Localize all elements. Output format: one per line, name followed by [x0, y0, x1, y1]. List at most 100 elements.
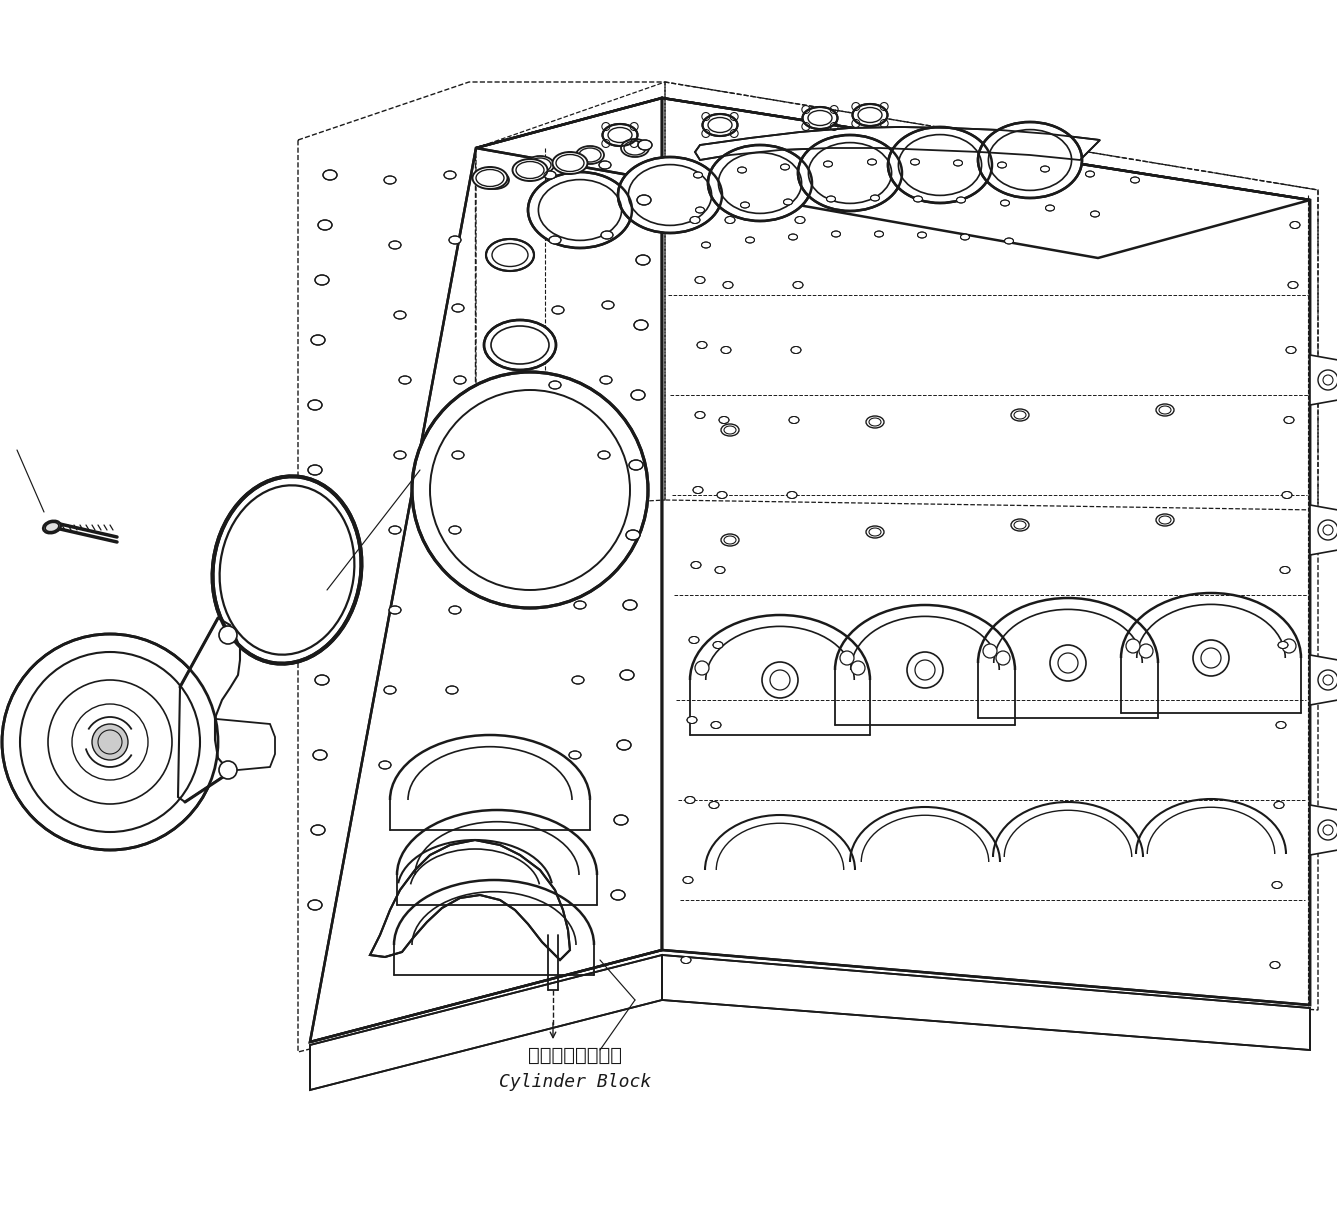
Ellipse shape — [832, 231, 841, 237]
Ellipse shape — [598, 451, 610, 459]
Ellipse shape — [789, 233, 797, 240]
Polygon shape — [1310, 356, 1337, 404]
Ellipse shape — [1157, 514, 1174, 525]
Ellipse shape — [721, 534, 739, 546]
Ellipse shape — [1131, 177, 1139, 183]
Ellipse shape — [310, 535, 324, 545]
Ellipse shape — [697, 341, 707, 348]
Ellipse shape — [1284, 417, 1294, 424]
Ellipse shape — [1046, 205, 1055, 211]
Ellipse shape — [866, 415, 884, 428]
Ellipse shape — [781, 164, 790, 170]
Circle shape — [219, 626, 237, 644]
Ellipse shape — [455, 376, 467, 384]
Ellipse shape — [452, 304, 464, 312]
Ellipse shape — [638, 141, 652, 150]
Ellipse shape — [636, 196, 651, 205]
Ellipse shape — [552, 152, 587, 174]
Ellipse shape — [691, 561, 701, 568]
Circle shape — [1126, 639, 1140, 653]
Circle shape — [850, 661, 865, 675]
Ellipse shape — [723, 281, 733, 288]
Ellipse shape — [1275, 721, 1286, 728]
Polygon shape — [370, 840, 570, 960]
Polygon shape — [310, 98, 662, 1042]
Ellipse shape — [213, 477, 361, 664]
Ellipse shape — [746, 237, 754, 243]
Ellipse shape — [997, 163, 1007, 167]
Ellipse shape — [602, 301, 614, 309]
Ellipse shape — [576, 145, 604, 164]
Circle shape — [1318, 521, 1337, 540]
Ellipse shape — [685, 797, 695, 804]
Ellipse shape — [318, 220, 332, 230]
Ellipse shape — [787, 491, 797, 499]
Ellipse shape — [1286, 347, 1296, 353]
Ellipse shape — [570, 752, 582, 759]
Ellipse shape — [398, 376, 410, 384]
Ellipse shape — [43, 521, 60, 533]
Ellipse shape — [316, 275, 329, 285]
Circle shape — [412, 371, 648, 609]
Ellipse shape — [870, 196, 880, 200]
Text: シリンダブロック: シリンダブロック — [528, 1046, 622, 1064]
Ellipse shape — [623, 600, 636, 610]
Ellipse shape — [452, 451, 464, 459]
Ellipse shape — [695, 207, 705, 213]
Ellipse shape — [1157, 404, 1174, 415]
Ellipse shape — [1278, 642, 1288, 649]
Ellipse shape — [741, 202, 750, 208]
Ellipse shape — [953, 160, 963, 166]
Circle shape — [906, 653, 943, 688]
Ellipse shape — [1011, 519, 1029, 532]
Ellipse shape — [378, 761, 390, 769]
Ellipse shape — [634, 320, 648, 330]
Ellipse shape — [603, 123, 638, 145]
Ellipse shape — [826, 196, 836, 202]
Ellipse shape — [449, 525, 461, 534]
Ellipse shape — [384, 176, 396, 185]
Ellipse shape — [389, 241, 401, 249]
Ellipse shape — [888, 127, 992, 203]
Ellipse shape — [599, 161, 611, 169]
Ellipse shape — [449, 606, 461, 613]
Ellipse shape — [693, 486, 703, 494]
Circle shape — [219, 761, 237, 778]
Ellipse shape — [796, 216, 805, 224]
Ellipse shape — [1040, 166, 1050, 172]
Ellipse shape — [1274, 802, 1284, 809]
Circle shape — [1193, 640, 1229, 676]
Polygon shape — [662, 98, 1310, 1004]
Ellipse shape — [960, 233, 969, 240]
Ellipse shape — [636, 255, 650, 265]
Ellipse shape — [1091, 211, 1099, 218]
Circle shape — [983, 644, 997, 657]
Ellipse shape — [484, 320, 556, 370]
Ellipse shape — [626, 530, 640, 540]
Ellipse shape — [525, 156, 554, 174]
Ellipse shape — [866, 525, 884, 538]
Ellipse shape — [683, 876, 693, 884]
Ellipse shape — [695, 276, 705, 284]
Ellipse shape — [1270, 962, 1280, 969]
Ellipse shape — [312, 825, 325, 835]
Ellipse shape — [447, 686, 459, 694]
Ellipse shape — [620, 670, 634, 679]
Ellipse shape — [792, 347, 801, 353]
Ellipse shape — [1282, 491, 1292, 499]
Ellipse shape — [1004, 238, 1013, 244]
Ellipse shape — [709, 802, 719, 809]
Circle shape — [1318, 670, 1337, 690]
Ellipse shape — [687, 716, 697, 723]
Circle shape — [1, 634, 218, 851]
Ellipse shape — [789, 417, 800, 424]
Ellipse shape — [1000, 200, 1009, 207]
Circle shape — [1318, 820, 1337, 840]
Ellipse shape — [853, 104, 888, 126]
Ellipse shape — [550, 381, 562, 389]
Polygon shape — [695, 127, 1100, 160]
Circle shape — [695, 661, 709, 675]
Ellipse shape — [308, 899, 322, 910]
Ellipse shape — [481, 171, 509, 189]
Ellipse shape — [917, 232, 927, 238]
